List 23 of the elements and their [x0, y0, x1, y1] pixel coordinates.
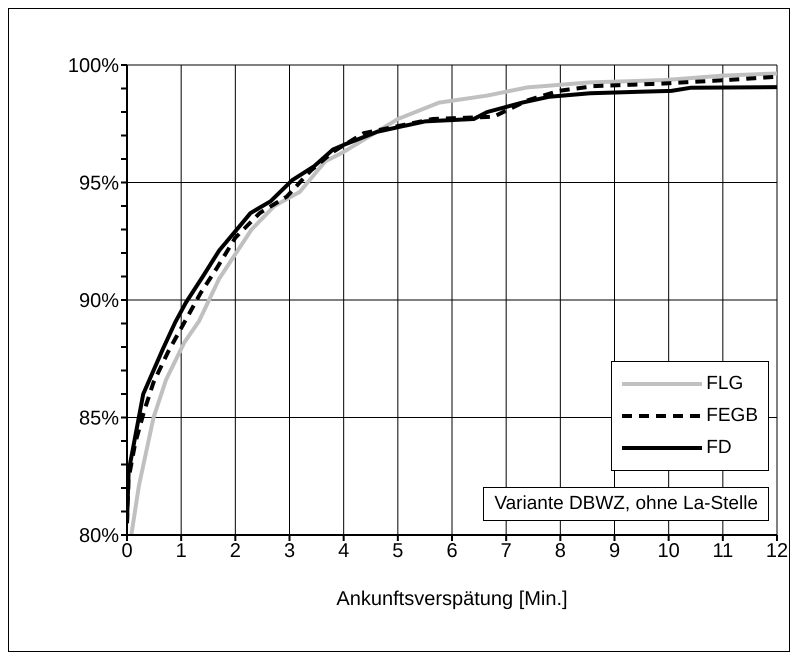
y-tick-label: 80% — [78, 525, 120, 548]
x-tick-label: 2 — [230, 540, 241, 562]
y-tick-label: 100% — [68, 55, 120, 78]
x-tick-label: 11 — [712, 540, 734, 562]
x-tick-label: 0 — [121, 540, 133, 562]
x-tick-label: 7 — [500, 540, 512, 562]
y-tick-label: 95% — [78, 172, 120, 195]
x-tick-label: 4 — [338, 540, 350, 562]
x-tick-label: 8 — [554, 540, 566, 562]
x-tick-label: 6 — [446, 540, 458, 562]
x-tick-label: 10 — [658, 540, 680, 562]
x-tick-label: 12 — [766, 540, 788, 562]
x-axis-title: Ankunftsverspätung [Min.] — [336, 588, 568, 610]
legend-label: FD — [706, 437, 732, 459]
legend-label: FEGB — [706, 405, 758, 427]
y-tick-label: 90% — [78, 290, 120, 312]
y-tick-label: 85% — [78, 408, 120, 430]
legend-label: FLG — [706, 373, 744, 395]
annotation: Variante DBWZ, ohne La-Stelle — [483, 487, 769, 521]
x-tick-label: 1 — [176, 540, 187, 562]
x-tick-label: 9 — [608, 540, 620, 562]
x-tick-label: 3 — [284, 540, 296, 562]
x-tick-label: 5 — [392, 540, 404, 562]
